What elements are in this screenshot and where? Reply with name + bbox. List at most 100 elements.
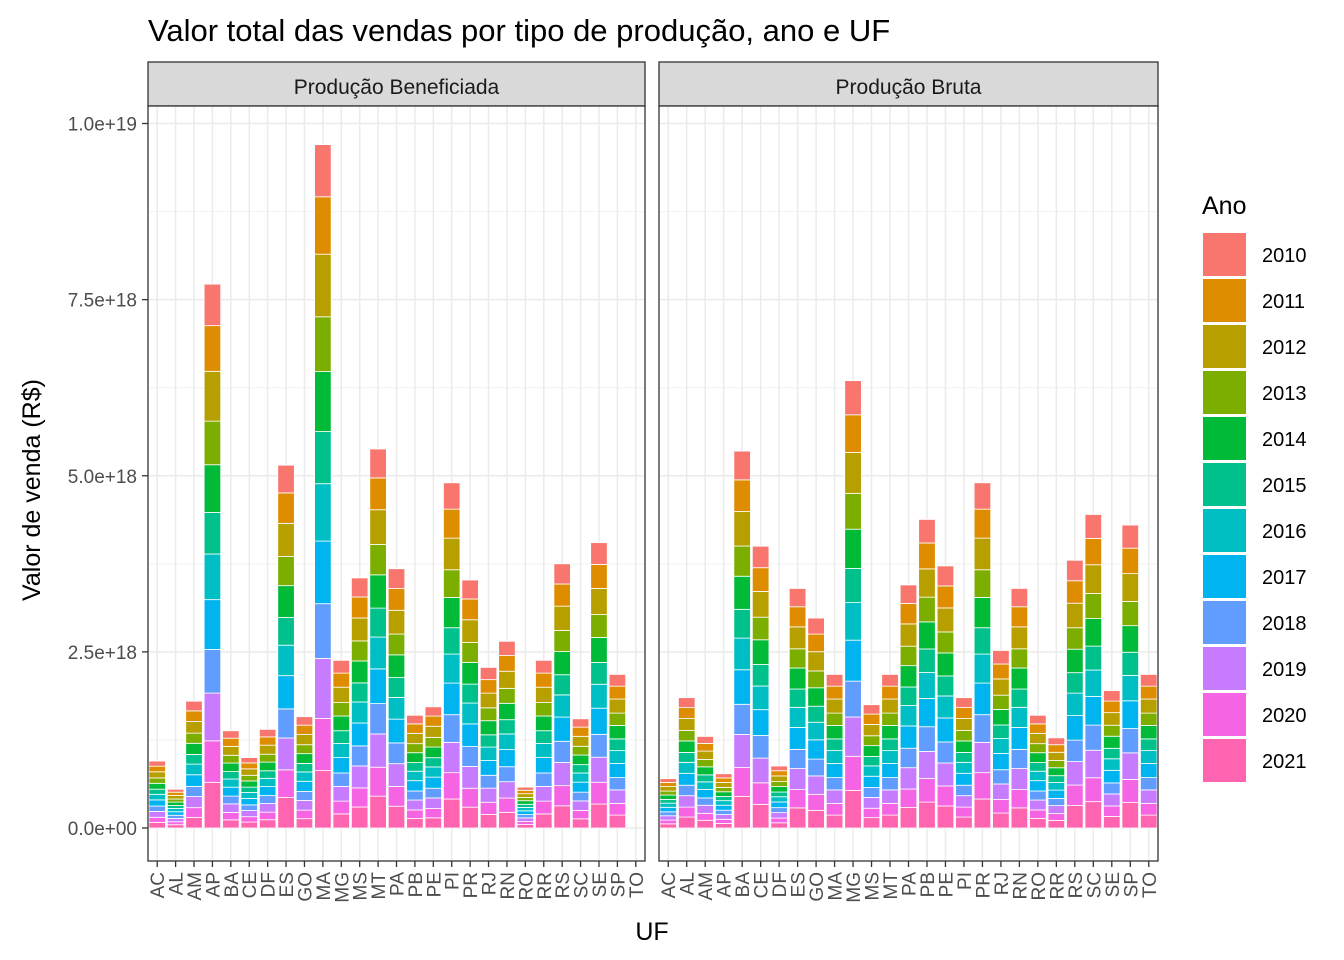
bar-segment (148, 821, 166, 829)
bar-segment (1140, 674, 1158, 687)
bar-segment (332, 702, 350, 717)
bar-segment (185, 710, 203, 722)
bar-segment (733, 637, 751, 671)
bar-segment (1066, 672, 1084, 694)
bar-segment (844, 602, 862, 641)
bar-segment (1084, 538, 1103, 566)
bar-segment (1140, 698, 1158, 714)
bar-stack (314, 144, 332, 829)
bar-segment (1103, 690, 1121, 702)
bar-segment (590, 803, 608, 829)
bar-segment (571, 754, 590, 766)
bar-segment (222, 778, 240, 788)
bar-segment (295, 791, 314, 801)
x-tick-label: CE (752, 872, 773, 898)
bar-segment (714, 818, 733, 824)
x-tick-label: SC (572, 872, 593, 898)
bar-segment (770, 817, 788, 824)
bar-segment (314, 718, 332, 772)
bar-segment (1066, 602, 1084, 629)
bar-segment (788, 667, 807, 690)
bar-segment (862, 704, 881, 715)
bar-segment (351, 787, 369, 808)
bar-segment (992, 799, 1010, 814)
bar-segment (516, 821, 535, 825)
bar-stack (148, 760, 166, 829)
bar-stack (369, 448, 387, 829)
bar-segment (314, 371, 332, 432)
bar-segment (498, 702, 516, 721)
bar-segment (535, 659, 553, 674)
bar-segment (1066, 715, 1084, 741)
x-tick-label: PB (406, 872, 427, 897)
bar-segment (770, 796, 788, 803)
bar-segment (844, 716, 862, 757)
bar-segment (788, 727, 807, 750)
x-tick-label: RO (1029, 872, 1050, 901)
bar-segment (461, 806, 479, 829)
x-tick-label: AC (659, 872, 680, 898)
bar-segment (424, 715, 442, 727)
bar-segment (973, 508, 992, 539)
bar-segment (295, 809, 314, 820)
bar-segment (899, 767, 918, 790)
bar-segment (351, 722, 369, 747)
bar-segment (277, 585, 295, 618)
bar-stack (240, 757, 258, 829)
bar-segment (1084, 749, 1103, 779)
bar-segment (166, 808, 185, 813)
bar-segment (881, 802, 899, 816)
y-axis: 0.0e+00 2.5e+18 5.0e+18 7.5e+18 1.0e+19 (68, 115, 148, 840)
bar-segment (844, 451, 862, 494)
bar-segment (479, 692, 498, 709)
bar-segment (696, 812, 714, 821)
bar-segment (678, 718, 696, 731)
bar-segment (571, 818, 590, 829)
bar-segment (295, 780, 314, 792)
bar-segment (1140, 777, 1158, 791)
bar-segment (899, 603, 918, 625)
bar-segment (406, 752, 424, 764)
bar-segment (659, 778, 677, 783)
bar-segment (295, 724, 314, 735)
bar-segment (166, 817, 185, 823)
bar-segment (1047, 751, 1066, 761)
bar-segment (553, 805, 571, 829)
bar-segment (955, 795, 973, 808)
bar-segment (825, 802, 844, 816)
bar-segment (461, 787, 479, 808)
bar-segment (1066, 692, 1084, 717)
bar-segment (807, 670, 825, 689)
bar-segment (387, 568, 406, 589)
x-tick-label: MG (844, 872, 865, 903)
bar-stack (899, 584, 918, 829)
bar-segment (498, 687, 516, 704)
x-tick-label: MT (881, 872, 902, 900)
legend-label: 2013 (1262, 383, 1307, 405)
x-tick-label: GO (807, 872, 828, 902)
bar-stack (973, 482, 992, 829)
bar-segment (1010, 606, 1029, 628)
bar-segment (516, 793, 535, 798)
bar-segment (608, 738, 627, 752)
bar-segment (788, 588, 807, 608)
bar-segment (314, 483, 332, 542)
bar-segment (222, 730, 240, 739)
bar-segment (992, 724, 1010, 739)
bar-segment (862, 765, 881, 777)
bar-segment (351, 806, 369, 829)
legend-swatch (1203, 647, 1246, 690)
bar-segment (498, 766, 516, 783)
bar-segment (1121, 700, 1139, 729)
bar-segment (516, 789, 535, 795)
bar-segment (1047, 760, 1066, 769)
bar-segment (222, 819, 240, 829)
bar-segment (332, 772, 350, 787)
y-tick-label: 5.0e+18 (68, 467, 137, 488)
bar-segment (1047, 767, 1066, 777)
bar-segment (590, 683, 608, 709)
bar-segment (1010, 768, 1029, 791)
bar-segment (498, 749, 516, 768)
bar-segment (571, 810, 590, 820)
bar-segment (332, 686, 350, 703)
